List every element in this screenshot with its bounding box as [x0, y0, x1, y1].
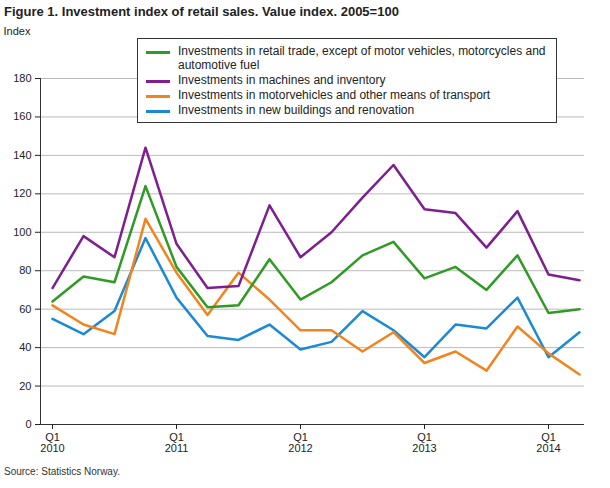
svg-text:100: 100 [13, 226, 31, 238]
svg-text:Index: Index [4, 25, 31, 37]
svg-text:Q12012: Q12012 [288, 431, 312, 454]
svg-text:80: 80 [19, 264, 31, 276]
svg-text:180: 180 [13, 72, 31, 84]
svg-text:140: 140 [13, 149, 31, 161]
svg-text:0: 0 [25, 418, 31, 430]
svg-text:Q12010: Q12010 [40, 431, 64, 454]
html-text:Source: Statistics Norway.: Source: Statistics Norway. [4, 466, 120, 477]
svg-text:40: 40 [19, 341, 31, 353]
svg-text:20: 20 [19, 380, 31, 392]
html-text:Investments in machines and in: Investments in machines and inventory [178, 73, 386, 87]
html-text:Investments in retail trade, e: Investments in retail trade, except of m… [178, 44, 546, 72]
svg-text:160: 160 [13, 110, 31, 122]
svg-text:120: 120 [13, 187, 31, 199]
svg-text:Q12013: Q12013 [412, 431, 436, 454]
html-text:Investments in motorvehicles a: Investments in motorvehicles and other m… [178, 88, 491, 102]
html-text:Figure 1. Investment index of: Figure 1. Investment index of retail sal… [4, 4, 399, 19]
svg-text:Q12014: Q12014 [536, 431, 560, 454]
svg-text:Q12011: Q12011 [165, 431, 189, 454]
svg-text:60: 60 [19, 303, 31, 315]
html-text:Investments in new buildings a: Investments in new buildings and renovat… [178, 103, 415, 117]
